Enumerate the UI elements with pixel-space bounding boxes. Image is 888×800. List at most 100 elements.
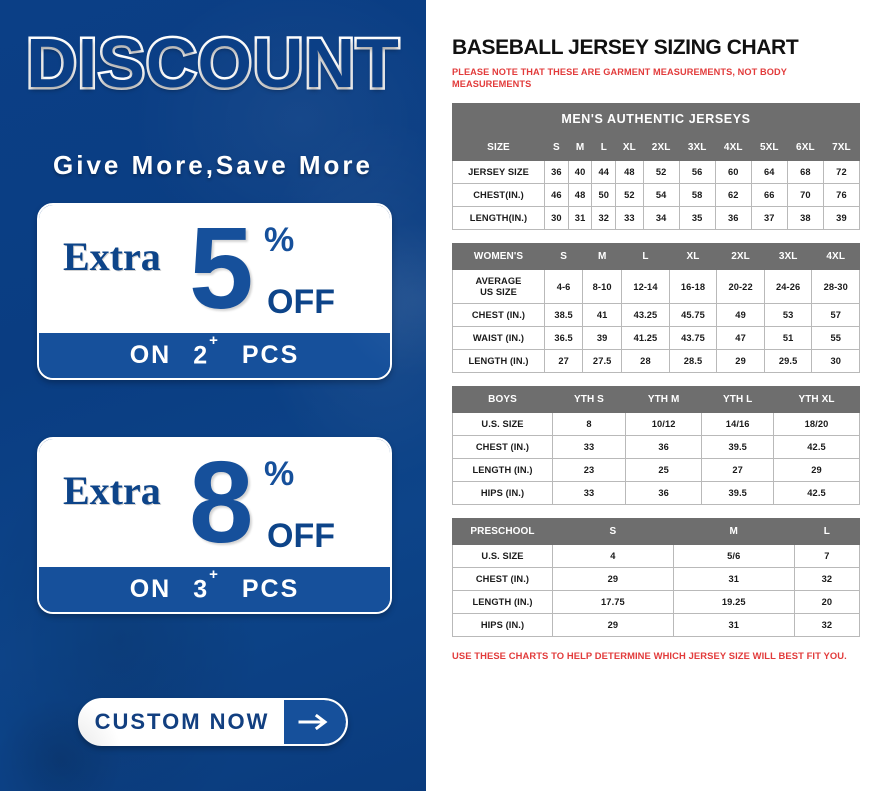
table-header-row: WOMEN'S S M L XL 2XL 3XL 4XL [452, 242, 860, 270]
column-header: L [621, 242, 670, 270]
custom-now-label: CUSTOM NOW [94, 709, 270, 734]
table-header-row: BOYS YTH S YTH M YTH L YTH XL [452, 386, 860, 414]
column-header: S [552, 518, 674, 546]
table-cell: 42.5 [773, 481, 860, 506]
table-cell: 32 [591, 205, 617, 230]
table-cell: 29 [716, 349, 765, 374]
table-corner-header: SIZE [452, 133, 545, 161]
offer-unit-label: PCS [241, 341, 300, 369]
offer-card-body: Extra 8 % OFF [39, 439, 390, 565]
offer-card-8-percent[interactable]: Extra 8 % OFF ON 3+ PCS [37, 437, 392, 614]
table-cell: 29 [552, 567, 674, 592]
table-row: HIPS (IN.) 29 31 32 [452, 613, 861, 638]
table-row: LENGTH(IN.) 30 31 32 33 34 35 36 37 38 39 [452, 205, 861, 230]
table-cell: 20 [793, 590, 861, 615]
table-cell: 24-26 [763, 268, 813, 305]
table-cell: 42.5 [773, 435, 860, 460]
table-cell: 29 [773, 458, 860, 483]
row-label: LENGTH(IN.) [452, 205, 545, 230]
table-cell: 28.5 [668, 349, 718, 374]
table-banner-title: MEN'S AUTHENTIC JERSEYS [452, 102, 860, 135]
table-cell: 40 [567, 159, 593, 184]
row-label: JERSEY SIZE [452, 159, 545, 184]
table-cell: 54 [642, 182, 680, 207]
column-header: L [591, 133, 617, 161]
sizing-table-preschool: PRESCHOOL S M L U.S. SIZE 4 5/6 7 CHEST (IN.) 29 3… [452, 518, 861, 638]
table-cell: 43.25 [621, 303, 670, 328]
row-label: WAIST (IN.) [452, 326, 545, 351]
chart-disclaimer: PLEASE NOTE THAT THESE ARE GARMENT MEASU… [452, 67, 787, 90]
offer-qty-value: 3 [193, 575, 210, 604]
sizing-table-women-s: WOMEN'S S M L XL 2XL 3XL 4XL AVERAGE US SIZE 4-6 8-… [452, 242, 860, 374]
table-cell: 60 [714, 159, 752, 184]
table-row: CHEST (IN.) 29 31 32 [452, 567, 861, 592]
table-cell: 41.25 [621, 326, 670, 351]
column-header: S [543, 242, 584, 270]
column-header: 7XL [822, 133, 861, 161]
table-cell: 36 [624, 481, 703, 506]
table-cell: 18/20 [773, 412, 860, 437]
row-label: LENGTH (IN.) [452, 349, 545, 374]
table-cell: 4-6 [543, 268, 584, 305]
offer-extra-label: Extra [63, 468, 161, 513]
table-row: CHEST(IN.) 46 48 50 52 54 58 62 66 70 76 [452, 182, 861, 207]
offer-qty-plus: + [209, 565, 220, 583]
table-cell: 62 [714, 182, 752, 207]
sizing-table-men-s-authentic-jerseys: MEN'S AUTHENTIC JERSEYS SIZE S M L XL 2XL 3XL 4X… [452, 102, 861, 230]
row-label: U.S. SIZE [452, 412, 553, 437]
table-row: LENGTH (IN.) 17.75 19.25 20 [452, 590, 861, 615]
table-cell: 8 [552, 412, 626, 437]
custom-now-button[interactable]: CUSTOM NOW [78, 698, 348, 746]
table-row: CHEST (IN.) 38.5 41 43.25 45.75 49 53 57 [452, 303, 860, 328]
column-header: 2XL [642, 133, 680, 161]
percent-sign: % [264, 221, 295, 259]
table-cell: 29.5 [763, 349, 813, 374]
table-cell: 47 [716, 326, 765, 351]
row-label: HIPS (IN.) [452, 481, 553, 506]
table-cell: 27.5 [582, 349, 623, 374]
column-header: M [582, 242, 623, 270]
table-cell: 72 [822, 159, 861, 184]
offer-on-label: ON [129, 341, 172, 369]
table-cell: 36 [624, 435, 703, 460]
table-cell: 64 [750, 159, 788, 184]
table-cell: 33 [552, 481, 626, 506]
column-header: 4XL [714, 133, 752, 161]
table-cell: 44 [591, 159, 617, 184]
column-header: YTH S [552, 386, 626, 414]
table-cell: 29 [552, 613, 674, 638]
offer-card-5-percent[interactable]: Extra 5 % OFF ON 2+ PCS [37, 203, 392, 380]
table-cell: 76 [822, 182, 861, 207]
offer-on-label: ON [129, 575, 172, 603]
table-cell: 16-18 [668, 268, 718, 305]
table-cell: 39 [822, 205, 861, 230]
table-cell: 34 [642, 205, 680, 230]
table-cell: 70 [786, 182, 824, 207]
table-cell: 28-30 [811, 268, 860, 305]
offer-qty: 2+ [193, 332, 220, 370]
column-header: YTH M [624, 386, 703, 414]
column-header: 2XL [716, 242, 765, 270]
column-header: XL [615, 133, 644, 161]
table-row: WAIST (IN.) 36.5 39 41.25 43.75 47 51 55 [452, 326, 860, 351]
table-corner-header: PRESCHOOL [452, 518, 553, 546]
table-cell: 31 [672, 567, 795, 592]
table-cell: 37 [750, 205, 788, 230]
table-cell: 53 [763, 303, 813, 328]
arrow-right-icon[interactable] [284, 700, 346, 744]
table-cell: 48 [567, 182, 593, 207]
row-label: LENGTH (IN.) [452, 458, 553, 483]
promo-tagline: Give More,Save More [53, 150, 373, 180]
table-cell: 33 [552, 435, 626, 460]
table-cell: 50 [591, 182, 617, 207]
table-header-row: SIZE S M L XL 2XL 3XL 4XL 5XL 6XL 7XL [452, 133, 861, 161]
column-header: S [544, 133, 569, 161]
offer-qty-plus: + [209, 331, 220, 349]
table-cell: 5/6 [672, 544, 795, 569]
offer-off-label: OFF [267, 283, 335, 321]
table-cell: 31 [567, 205, 593, 230]
column-header: 4XL [811, 242, 860, 270]
table-corner-header: WOMEN'S [452, 242, 545, 270]
row-label: U.S. SIZE [452, 544, 553, 569]
row-label: LENGTH (IN.) [452, 590, 553, 615]
